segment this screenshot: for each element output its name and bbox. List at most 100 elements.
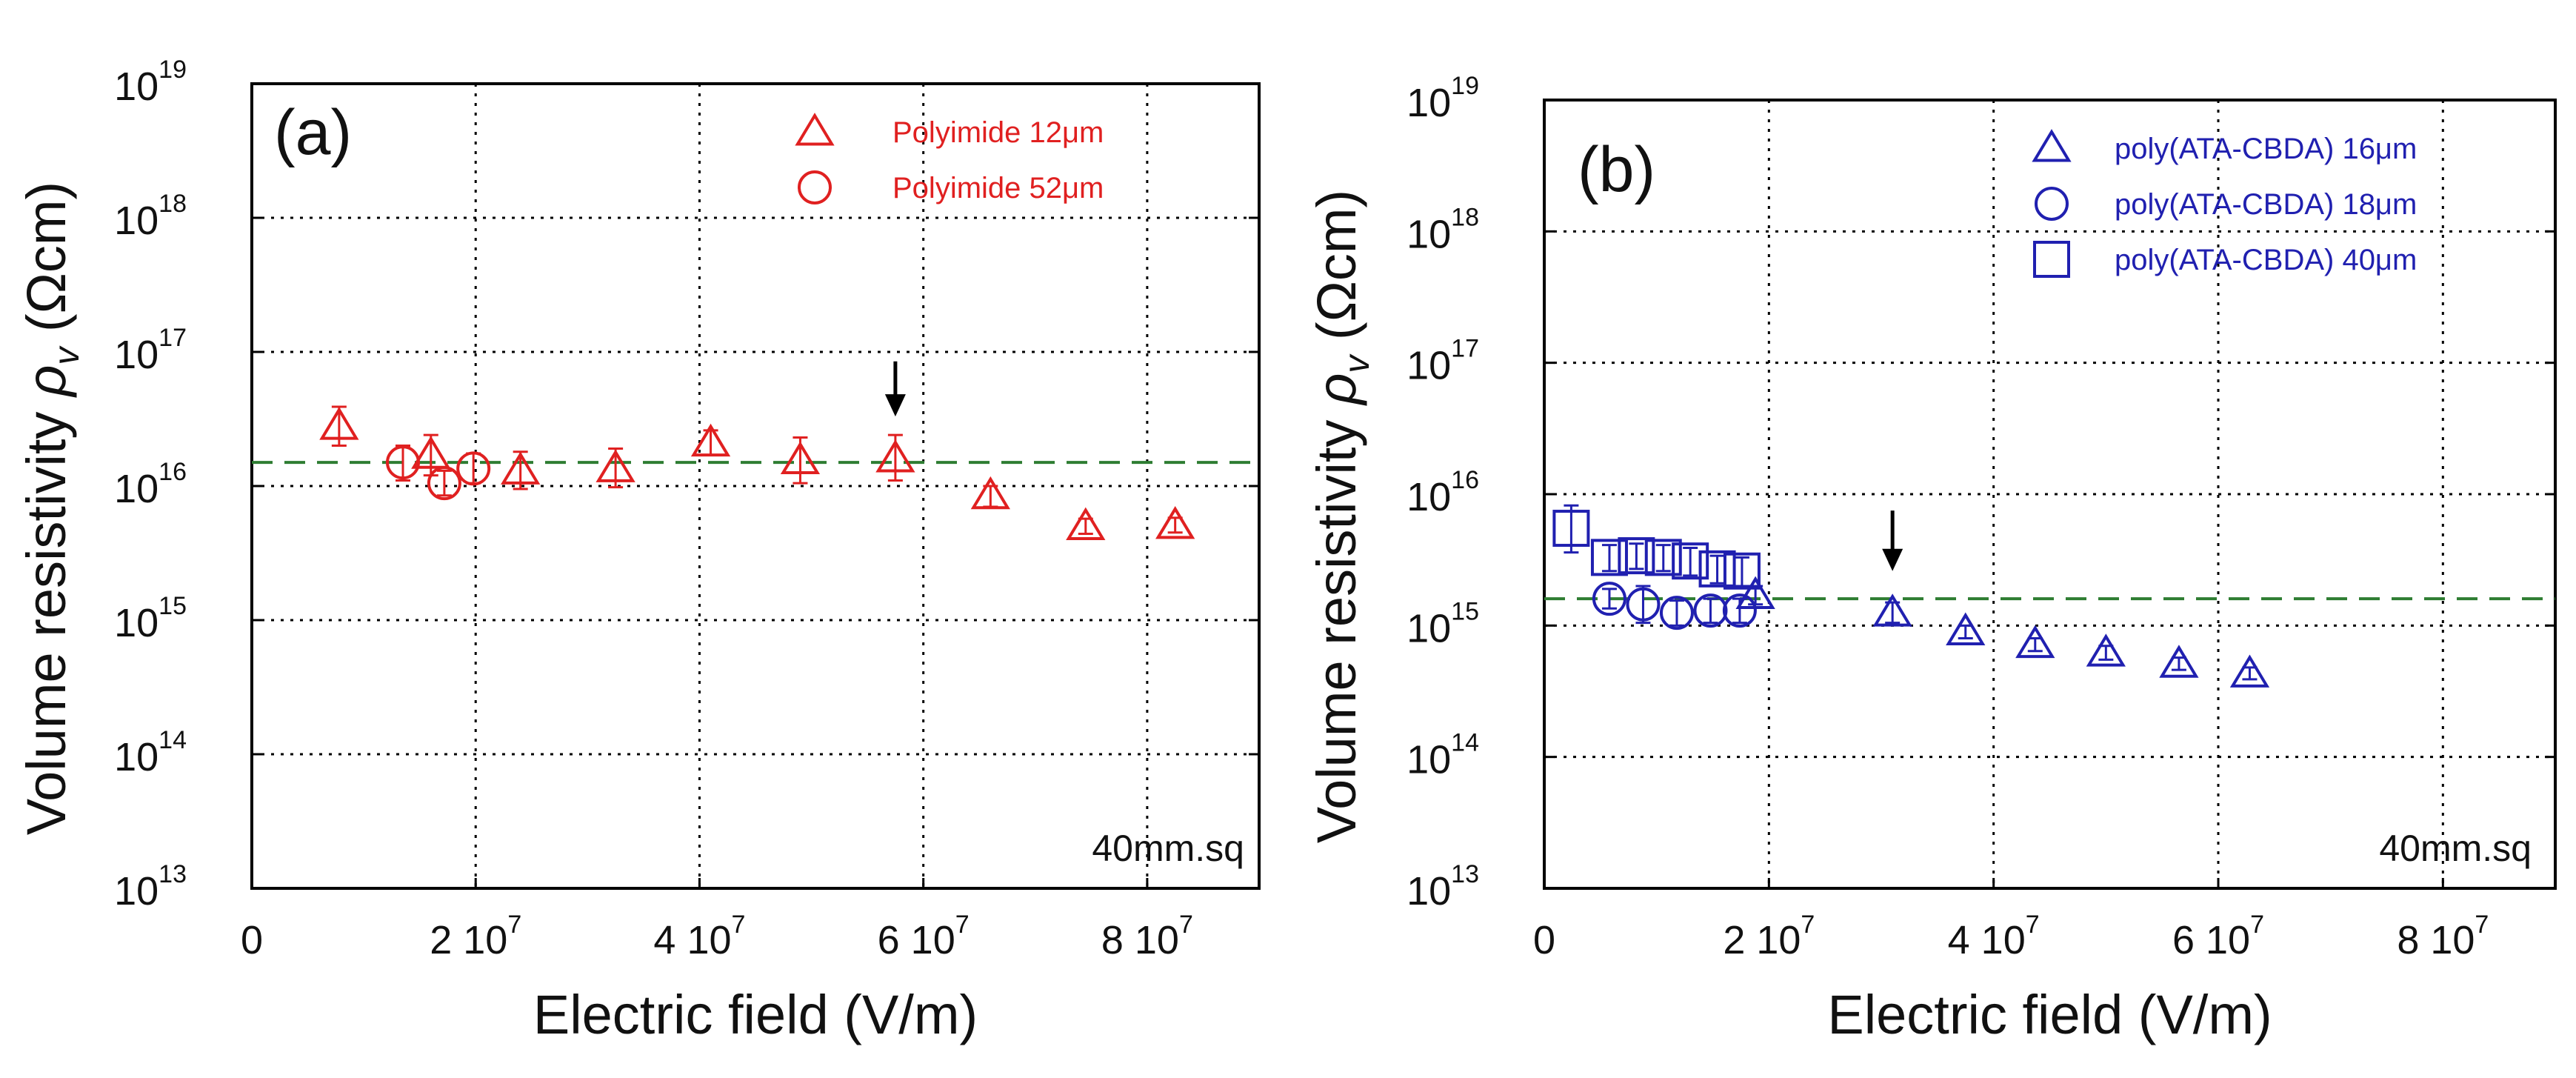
y-tick-label-1-base: 10 <box>114 735 159 779</box>
panel-label: (a) <box>274 97 352 168</box>
x-tick-label-2-exp: 7 <box>2026 911 2040 939</box>
y-tick-label-6-exp: 19 <box>1451 72 1479 100</box>
series-2-point-legend-marker <box>2033 241 2070 278</box>
y-tick-label-5-exp: 18 <box>1451 203 1479 231</box>
x-tick-label-2: 4 107 <box>1948 911 2040 962</box>
y-tick-label-0: 1013 <box>114 860 187 914</box>
series-1 <box>1592 582 1757 631</box>
x-tick-label-3-base: 6 10 <box>2172 918 2250 962</box>
y-tick-label-2-exp: 15 <box>1451 597 1479 625</box>
x-tick-label-3-base: 6 10 <box>878 918 955 962</box>
series-0-point-7-marker <box>970 476 1010 510</box>
y-tick-label-3-exp: 16 <box>1451 466 1479 494</box>
legend: Polyimide 12μm Polyimide 52μm <box>795 113 1104 204</box>
y-tick-label-4: 1017 <box>114 324 187 377</box>
y-tick-label-4-base: 10 <box>1407 344 1451 388</box>
x-tick-label-2-base: 4 10 <box>1948 918 2026 962</box>
legend-label-1: Polyimide 52μm <box>892 172 1104 204</box>
x-tick-label-2: 4 107 <box>653 911 745 962</box>
x-tick-label-0: 0 <box>241 918 263 962</box>
legend-label-0: poly(ATA-CBDA) 16μm <box>2115 133 2417 165</box>
y-tick-label-5-base: 10 <box>114 199 159 243</box>
y-tick-label-3-exp: 16 <box>159 458 187 486</box>
y-tick-label-0: 1013 <box>1407 860 1479 914</box>
x-tick-label-4: 8 107 <box>2397 911 2489 962</box>
y-tick-label-1-exp: 14 <box>159 726 187 754</box>
size-annotation: 40mm.sq <box>2379 828 2532 869</box>
x-tick-label-4: 8 107 <box>1101 911 1193 962</box>
x-tick-label-4-base: 8 10 <box>2397 918 2475 962</box>
series-0 <box>319 405 1195 540</box>
series-2 <box>1552 504 1761 590</box>
size-annotation: 40mm.sq <box>1092 828 1244 869</box>
y-tick-label-3-base: 10 <box>1407 475 1451 519</box>
series-0-point-3-marker <box>595 449 635 482</box>
x-tick-label-1: 2 107 <box>430 911 521 962</box>
y-tick-label-5-exp: 18 <box>159 190 187 218</box>
y-tick-label-1: 1014 <box>114 726 187 779</box>
series-1-point-3-marker <box>1693 593 1728 628</box>
x-tick-label-0-base: 0 <box>241 918 263 962</box>
series-2-point-1-marker <box>1590 539 1628 576</box>
series-1-point-0-marker <box>1592 582 1626 616</box>
y-tick-label-4-exp: 17 <box>1451 335 1479 363</box>
y-tick-label-2-base: 10 <box>1407 606 1451 651</box>
series-0-point-1-marker <box>1872 593 1912 627</box>
y-tick-label-6-exp: 19 <box>159 56 187 84</box>
y-tick-label-4-exp: 17 <box>159 324 187 352</box>
series-0-point-6-marker <box>875 439 915 473</box>
x-tick-label-1-base: 2 10 <box>1723 918 1801 962</box>
x-tick-label-1-exp: 7 <box>507 911 521 939</box>
series-0-point-3-marker <box>2015 625 2055 659</box>
x-tick-label-4-base: 8 10 <box>1101 918 1179 962</box>
y-tick-label-2-exp: 15 <box>159 592 187 620</box>
series-0-point-4-marker <box>2086 633 2126 667</box>
y-tick-label-0-base: 10 <box>1407 869 1451 914</box>
x-axis-label: Electric field (V/m) <box>1827 984 2272 1045</box>
x-tick-label-3: 6 107 <box>878 911 970 962</box>
series-0-point-2-marker <box>501 451 541 485</box>
y-axis-label: Volume resistivity ρv (Ωcm) <box>1306 190 1377 843</box>
y-axis-label: Volume resistivity ρv (Ωcm) <box>16 182 87 835</box>
series-0-point-4-marker <box>690 423 731 457</box>
series-1-point-legend-marker <box>2035 187 2069 221</box>
y-tick-label-6-base: 10 <box>114 64 159 109</box>
series-0-point-2-marker <box>1946 612 1986 645</box>
x-tick-label-2-base: 4 10 <box>653 918 731 962</box>
x-tick-label-2-exp: 7 <box>732 911 746 939</box>
y-tick-label-6-base: 10 <box>1407 81 1451 125</box>
y-tick-label-6: 1019 <box>114 56 187 109</box>
y-axis-label-subscript: v <box>47 345 87 365</box>
x-tick-label-1: 2 107 <box>1723 911 1815 962</box>
y-tick-label-2: 1015 <box>114 592 187 645</box>
y-tick-label-1-exp: 14 <box>1451 729 1479 757</box>
y-tick-label-2-base: 10 <box>114 601 159 645</box>
legend-label-0: Polyimide 12μm <box>892 116 1104 149</box>
y-tick-label-0-base: 10 <box>114 869 159 914</box>
series-0-point-0-marker <box>319 407 359 440</box>
series-0-point-legend-marker <box>795 113 835 146</box>
indicator-arrow-head <box>884 394 906 417</box>
y-tick-label-2: 1015 <box>1407 597 1479 651</box>
x-tick-label-4-exp: 7 <box>1179 911 1193 939</box>
indicator-arrow-head <box>1882 548 1903 571</box>
series-2-point-2-marker <box>1618 537 1655 575</box>
series-1 <box>386 445 491 501</box>
x-tick-label-1-exp: 7 <box>1801 911 1815 939</box>
series-0-point-5-marker <box>780 441 821 475</box>
legend-label-2: poly(ATA-CBDA) 40μm <box>2115 244 2417 276</box>
x-tick-label-1-base: 2 10 <box>430 918 507 962</box>
y-tick-label-0-exp: 13 <box>1451 860 1479 888</box>
legend: poly(ATA-CBDA) 16μm poly(ATA-CBDA) 18μm po… <box>2032 129 2417 278</box>
series-1-point-2-marker <box>1659 596 1694 631</box>
series-1-point-2-marker <box>456 451 491 486</box>
y-axis-label-symbol: ρ <box>1306 373 1367 406</box>
series-1-point-0-marker <box>386 445 420 480</box>
y-axis-label-main: Volume resistivity <box>1306 405 1367 843</box>
x-tick-label-0: 0 <box>1533 918 1555 962</box>
series-2-point-3-marker <box>1644 539 1682 576</box>
series-0-point-6-marker <box>2229 654 2270 688</box>
y-tick-label-4: 1017 <box>1407 335 1479 388</box>
